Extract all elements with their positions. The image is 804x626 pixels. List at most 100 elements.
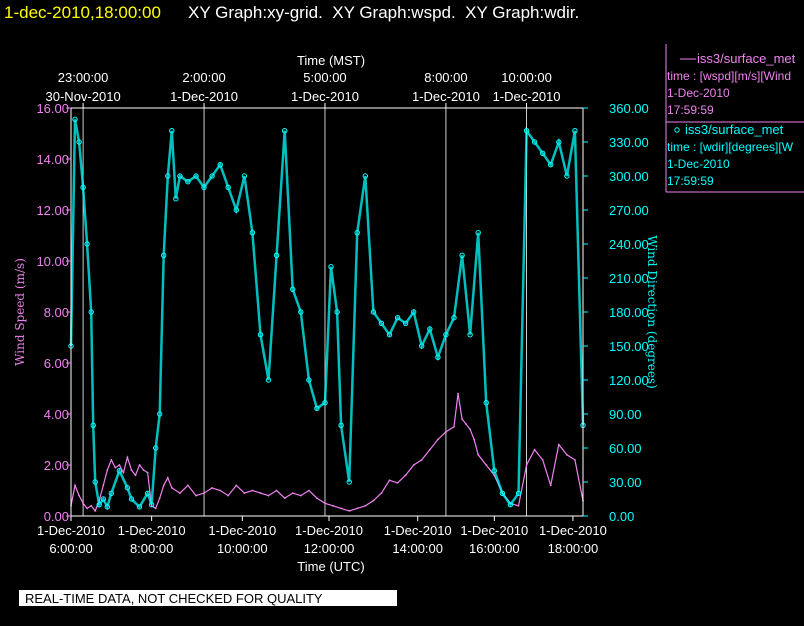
wdir-point-58	[443, 332, 449, 338]
legend-entry-2-date: 1-Dec-2010	[667, 157, 730, 171]
wspd-point-34	[243, 492, 246, 494]
wdir-point-21	[165, 173, 171, 179]
wdir-point-7	[92, 479, 98, 485]
wdir-point-20	[161, 252, 167, 259]
wspd-point-41	[299, 494, 302, 497]
left-tick-label-0: 0.00	[44, 509, 69, 524]
bottom-tick-time-1: 8:00:00	[130, 541, 173, 556]
left-tick-label-7: 14.00	[36, 152, 69, 167]
wdir-point-25	[185, 179, 191, 185]
wdir-point-43	[328, 264, 334, 270]
wdir-point-51	[386, 332, 393, 338]
wdir-point-16	[144, 490, 151, 496]
right-tick-label-7: 210.00	[609, 271, 649, 286]
right-tick-label-5: 150.00	[609, 339, 649, 354]
wdir-point-72	[556, 139, 562, 145]
bottom-tick-time-6: 18:00:00	[548, 541, 599, 556]
wdir-point-53	[402, 320, 409, 326]
bottom-tick-time-3: 12:00:00	[304, 541, 355, 556]
wdir-point-6	[90, 422, 96, 428]
wspd-point-26	[179, 492, 181, 494]
wspd-point-8	[102, 484, 105, 487]
right-tick-label-11: 330.00	[609, 135, 649, 150]
wspd-point-27	[187, 484, 189, 487]
wspd-point-35	[251, 489, 254, 492]
wspd-point-14	[126, 456, 129, 459]
axes: 23:00:00 30-Nov-2010 2:00:00 1-Dec-2010 5:00…	[36, 70, 648, 556]
bottom-tick-date-6: 1-Dec-2010	[539, 523, 607, 538]
wspd-point-60	[453, 425, 455, 428]
top-tick-date-0: 30-Nov-2010	[46, 89, 121, 104]
wdir-point-9	[100, 496, 107, 502]
bottom-tick-date-5: 1-Dec-2010	[460, 523, 528, 538]
wspd-point-63	[465, 423, 467, 426]
wspd-point-44	[324, 502, 326, 505]
right-tick-label-1: 30.00	[609, 475, 642, 490]
right-tick-label-12: 360.00	[609, 101, 649, 116]
bottom-tick-date-2: 1-Dec-2010	[208, 523, 276, 538]
wspd-point-21	[154, 507, 157, 510]
wspd-point-25	[170, 487, 173, 489]
legend-entry-1-var: time : [wspd][m/s][Wind	[667, 69, 791, 83]
wdir-point-31	[233, 207, 240, 213]
wdir-point-56	[427, 326, 433, 332]
wdir-point-1	[72, 116, 78, 123]
wdir-point-54	[411, 309, 417, 315]
wspd-point-73	[533, 448, 536, 451]
wspd-point-59	[445, 431, 447, 433]
wspd-point-49	[364, 504, 367, 507]
wspd-point-47	[348, 510, 351, 512]
wdir-point-33	[249, 230, 256, 236]
wdir-point-38	[290, 286, 296, 292]
wdir-point-41	[314, 405, 320, 411]
wspd-point-71	[517, 504, 520, 507]
wdir-point-65	[499, 490, 506, 496]
wdir-point-64	[491, 468, 497, 474]
wdir-point-67	[515, 490, 522, 496]
wspd-point-38	[275, 489, 278, 492]
legend-entry-2-time: 17:59:59	[667, 174, 714, 188]
right-tick-label-10: 300.00	[609, 169, 649, 184]
right-tick-label-3: 90.00	[609, 407, 642, 422]
wdir-point-34	[257, 332, 264, 338]
wspd-point-74	[541, 459, 544, 461]
wdir-point-17	[148, 502, 155, 508]
wspd-point-43	[316, 497, 318, 499]
wspd-point-58	[437, 438, 439, 441]
wdir-point-69	[531, 139, 538, 145]
legend-circle-icon	[674, 127, 680, 133]
legend: iss3/surface_met time : [wspd][m/s][Wind…	[665, 44, 804, 193]
wdir-point-28	[209, 173, 215, 179]
wdir-point-49	[370, 309, 377, 315]
wdir-point-2	[76, 139, 82, 145]
wspd-point-1	[74, 484, 76, 487]
right-tick-label-6: 180.00	[609, 305, 649, 320]
wdir-point-5	[88, 309, 94, 315]
wspd-point-16	[134, 474, 137, 477]
left-tick-label-1: 2.00	[44, 458, 69, 473]
wspd-point-61	[457, 392, 459, 395]
wspd-point-13	[122, 471, 125, 474]
top-tick-date-3: 1-Dec-2010	[412, 89, 480, 104]
wspd-point-65	[473, 438, 475, 441]
bottom-tick-date-0: 1-Dec-2010	[37, 523, 105, 538]
bottom-tick-date-4: 1-Dec-2010	[384, 523, 452, 538]
right-axis-title: Wind Direction (degrees)	[645, 235, 659, 389]
wspd-point-48	[356, 507, 359, 510]
bottom-tick-time-5: 16:00:00	[469, 541, 520, 556]
wspd-point-4	[86, 507, 88, 510]
left-tick-label-5: 10.00	[36, 254, 69, 269]
left-tick-label-4: 8.00	[44, 305, 69, 320]
top-tick-time-4: 10:00:00	[501, 70, 552, 85]
right-tick-label-9: 270.00	[609, 203, 649, 218]
wspd-point-9	[106, 469, 109, 471]
wspd-point-15	[130, 469, 133, 471]
wspd-point-5	[90, 504, 93, 507]
wspd-point-3	[82, 502, 84, 505]
wspd-point-6	[94, 510, 97, 512]
top-tick-date-2: 1-Dec-2010	[291, 89, 359, 104]
bottom-tick-time-2: 10:00:00	[217, 541, 268, 556]
wspd-point-78	[574, 459, 576, 461]
wdir-point-15	[136, 504, 143, 510]
wdir-point-13	[124, 485, 131, 491]
